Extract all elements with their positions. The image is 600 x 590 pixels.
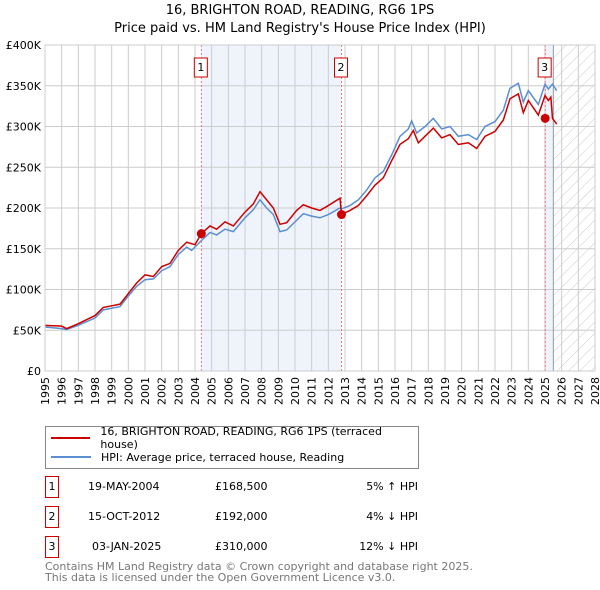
y-tick-label: £300K — [6, 121, 42, 134]
chart-title: 16, BRIGHTON ROAD, READING, RG6 1PS — [165, 3, 435, 18]
sale-marker-label: 1 — [197, 61, 204, 74]
x-tick-label: 1998 — [89, 377, 102, 405]
x-tick-label: 2002 — [156, 377, 169, 405]
sale-hpi-diff: 5% ↑ HPI — [366, 480, 418, 493]
x-tick-label: 2018 — [422, 377, 435, 405]
sale-date: 03-JAN-2025 — [92, 540, 162, 553]
legend-label-property: 16, BRIGHTON ROAD, READING, RG6 1PS (ter… — [100, 425, 382, 451]
x-tick-label: 2005 — [206, 377, 219, 405]
sale-date: 19-MAY-2004 — [88, 480, 160, 493]
legend: 16, BRIGHTON ROAD, READING, RG6 1PS (ter… — [45, 425, 419, 469]
x-tick-label: 2021 — [472, 377, 485, 405]
sale-number: 3 — [45, 536, 59, 558]
sale-price: £168,500 — [215, 480, 268, 493]
sale-point — [540, 113, 550, 123]
x-tick-label: 2001 — [139, 377, 152, 405]
x-tick-label: 2024 — [522, 377, 535, 405]
x-tick-label: 2019 — [439, 377, 452, 405]
footer: Contains HM Land Registry data © Crown c… — [45, 561, 473, 583]
x-tick-label: 2013 — [339, 377, 352, 405]
x-tick-label: 2007 — [239, 377, 252, 405]
x-tick-label: 2010 — [289, 377, 302, 405]
y-tick-label: £400K — [6, 39, 42, 52]
sale-hpi-diff: 12% ↓ HPI — [359, 540, 418, 553]
sale-price: £310,000 — [215, 540, 268, 553]
x-tick-label: 1997 — [72, 377, 85, 405]
y-tick-label: £250K — [6, 161, 42, 174]
x-tick-label: 2012 — [322, 377, 335, 405]
x-tick-label: 2025 — [539, 377, 552, 405]
x-tick-label: 1996 — [56, 377, 69, 405]
x-tick-label: 2028 — [589, 377, 600, 405]
x-tick-label: 2016 — [389, 377, 402, 405]
legend-swatch-hpi — [51, 456, 91, 458]
x-tick-label: 2022 — [489, 377, 502, 405]
sale-row: 2 15-OCT-2012 £192,000 4% ↓ HPI — [45, 506, 425, 528]
x-tick-label: 2026 — [556, 377, 569, 405]
sale-date: 15-OCT-2012 — [88, 510, 161, 523]
sale-marker-box — [334, 57, 348, 78]
x-tick-label: 2006 — [222, 377, 235, 405]
x-tick-label: 2003 — [172, 377, 185, 405]
y-tick-label: £200K — [6, 202, 42, 215]
sale-point — [196, 229, 206, 239]
sale-price: £192,000 — [215, 510, 268, 523]
footer-copyright: Contains HM Land Registry data © Crown c… — [45, 560, 473, 573]
y-tick-label: £100K — [6, 284, 42, 297]
legend-swatch-property — [51, 437, 91, 439]
x-tick-label: 2014 — [356, 377, 369, 405]
x-tick-label: 2004 — [189, 377, 202, 405]
property-price-line — [44, 92, 558, 330]
plot-frame — [44, 44, 596, 372]
legend-item-property: 16, BRIGHTON ROAD, READING, RG6 1PS (ter… — [51, 425, 418, 451]
x-tick-label: 2017 — [406, 377, 419, 405]
sale-hpi-diff: 4% ↓ HPI — [366, 510, 418, 523]
y-tick-label: £350K — [6, 80, 42, 93]
legend-label-hpi: HPI: Average price, terraced house, Read… — [101, 450, 345, 464]
chart-subtitle: Price paid vs. HM Land Registry's House … — [114, 21, 486, 36]
x-tick-label: 2027 — [572, 377, 585, 405]
footer-licence: This data is licensed under the Open Gov… — [45, 571, 396, 584]
sale-marker-box — [193, 57, 208, 78]
sale-marker-box — [537, 57, 552, 78]
y-tick-label: £0 — [27, 365, 41, 378]
hpi-line — [44, 82, 558, 331]
y-tick-label: £150K — [6, 243, 42, 256]
x-tick-label: 2008 — [256, 377, 269, 405]
x-tick-label: 2023 — [506, 377, 519, 405]
legend-item-hpi: HPI: Average price, terraced house, Read… — [51, 449, 344, 465]
sale-marker-label: 3 — [541, 61, 548, 74]
sale-marker-label: 2 — [338, 61, 345, 74]
x-tick-label: 2015 — [372, 377, 385, 405]
sale-number: 1 — [45, 476, 59, 498]
price-chart: 1995 1996 1997 1998 1999 2000 2001 2002 2003 2004… — [6, 39, 600, 405]
x-tick-label: 2011 — [306, 377, 319, 405]
sale-point — [337, 210, 346, 220]
y-tick-label: £50K — [13, 324, 42, 337]
x-tick-label: 2020 — [456, 377, 469, 405]
sale-number: 2 — [45, 506, 59, 528]
x-tick-label: 2009 — [272, 377, 285, 405]
sale-row: 3 03-JAN-2025 £310,000 12% ↓ HPI — [45, 536, 425, 558]
sale-row: 1 19-MAY-2004 £168,500 5% ↑ HPI — [45, 476, 425, 498]
x-tick-label: 1995 — [39, 377, 52, 405]
x-tick-label: 2000 — [122, 377, 135, 405]
x-tick-label: 1999 — [106, 377, 119, 405]
